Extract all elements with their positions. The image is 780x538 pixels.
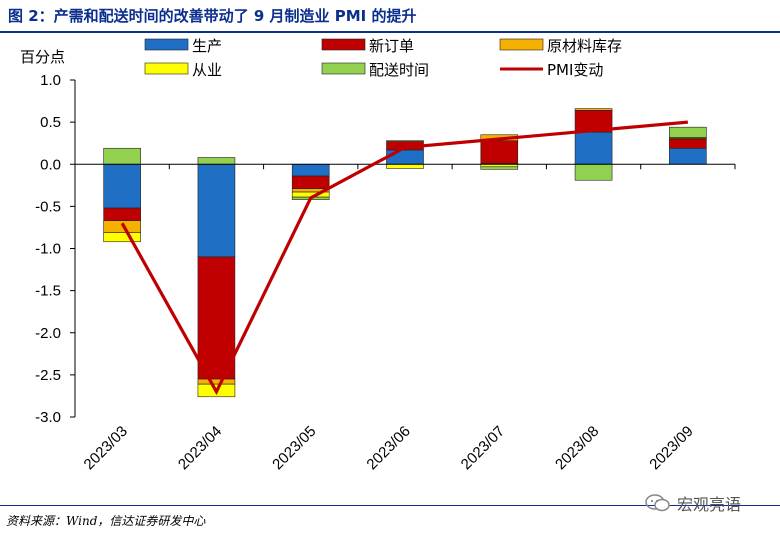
bar-segment: [669, 138, 707, 149]
legend-swatch: [499, 38, 544, 51]
legend-label: 从业: [192, 61, 222, 79]
y-tick-label: -3.0: [35, 409, 61, 426]
bar-segment: [669, 126, 707, 138]
bar-segment: [480, 166, 519, 170]
x-tick-label: 2023/04: [175, 423, 225, 473]
bar-segment: [574, 108, 613, 111]
bar-segment: [197, 378, 236, 385]
legend-swatch: [321, 38, 366, 51]
y-tick-label: -0.5: [35, 198, 61, 215]
watermark: 宏观亮语: [645, 491, 741, 515]
legend-swatch: [144, 62, 189, 75]
x-tick-label: 2023/03: [81, 423, 131, 473]
y-tick-label: -2.5: [35, 367, 61, 384]
legend-label: 新订单: [369, 37, 414, 55]
wechat-icon: [645, 494, 670, 512]
bar-segment: [197, 256, 236, 380]
y-tick-label: 0.0: [40, 156, 61, 173]
bar-segment: [103, 207, 141, 221]
bar-segment: [669, 147, 707, 165]
bar-segment: [103, 147, 141, 165]
y-tick-label: -2.0: [35, 325, 61, 342]
bar-segment: [197, 163, 236, 258]
bar-segment: [386, 140, 424, 142]
legend-swatch: [321, 62, 366, 75]
legend-label: PMI变动: [547, 61, 603, 79]
bar-segment: [386, 149, 424, 165]
pmi-line-layer: [120, 120, 688, 396]
bar-segment: [574, 131, 613, 165]
legend-swatch: [144, 38, 189, 51]
bar-segment: [103, 232, 141, 243]
watermark-text: 宏观亮语: [677, 495, 742, 514]
y-axis: 1.0 0.5 0.0 -0.5 -1.0 -1.5 -2.0 -2.5 -3.0: [35, 72, 76, 426]
bar-segment: [291, 163, 330, 177]
bar-segment: [480, 140, 519, 164]
y-tick-label: -1.5: [35, 283, 61, 300]
bar-segment: [103, 220, 141, 233]
legend-label: 原材料库存: [547, 37, 622, 55]
source-note: 资料来源：Wind，信达证券研发中心: [6, 514, 206, 528]
bar-segment: [386, 163, 424, 169]
x-tick-label: 2023/09: [646, 423, 696, 473]
bar-segment: [291, 175, 330, 189]
x-tick-label: 2023/05: [269, 423, 319, 473]
x-tick-label: 2023/06: [363, 423, 413, 473]
bars: [103, 108, 707, 398]
bar-segment: [197, 157, 236, 165]
bottom-rule: [0, 505, 780, 506]
bar-segment: [574, 163, 613, 181]
y-axis-label: 百分点: [20, 48, 65, 66]
y-tick-label: -1.0: [35, 241, 61, 258]
legend-label: 配送时间: [369, 61, 429, 79]
y-tick-label: 1.0: [40, 72, 61, 89]
legend-label: 生产: [192, 37, 222, 55]
figure-title: 图 2：产需和配送时间的改善带动了 9 月制造业 PMI 的提升: [8, 7, 417, 25]
bar-segment: [103, 163, 141, 209]
y-tick-label: 0.5: [40, 114, 61, 131]
x-tick-label: 2023/07: [458, 423, 508, 473]
title-rule: [0, 31, 780, 33]
x-tick-label: 2023/08: [552, 423, 602, 473]
pmi-change-line: [120, 120, 688, 396]
